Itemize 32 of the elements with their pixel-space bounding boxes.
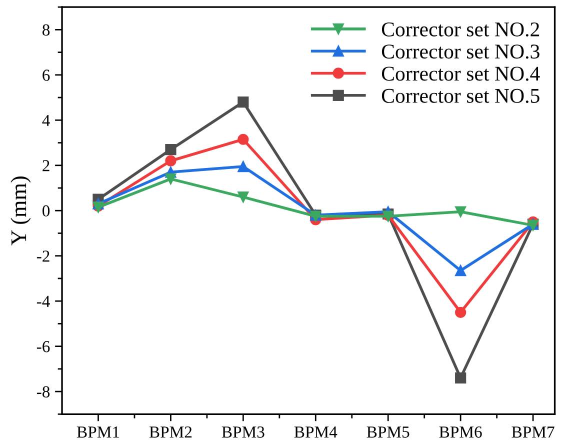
y-tick-label: -8: [36, 386, 50, 398]
x-tick-label: BPM2: [149, 426, 192, 438]
x-tick-label: BPM6: [439, 426, 482, 438]
legend-label: Corrector set NO.3: [382, 44, 540, 59]
point: [165, 155, 176, 166]
legend-label: Corrector set NO.2: [382, 22, 540, 37]
point: [455, 264, 466, 276]
y-tick-label: 0: [42, 205, 50, 217]
y-tick-label: 4: [42, 114, 50, 126]
y-tick-label: 8: [42, 24, 50, 36]
y-axis-title: Y (mm): [10, 176, 31, 246]
point: [238, 134, 249, 145]
y-tick-label: 2: [42, 160, 50, 172]
legend-label: Corrector set NO.4: [382, 66, 540, 81]
legend-label: Corrector set NO.5: [382, 88, 540, 103]
y-tick-label: -6: [36, 341, 50, 352]
point: [455, 206, 466, 218]
point: [455, 372, 466, 384]
point: [238, 160, 249, 172]
x-tick-label: BPM7: [512, 426, 554, 438]
y-tick-label: -2: [36, 250, 50, 262]
point: [238, 191, 249, 203]
point: [165, 173, 176, 185]
x-tick-label: BPM1: [76, 426, 120, 438]
x-tick-label: BPM4: [294, 426, 338, 438]
y-tick-label: -4: [36, 296, 50, 307]
x-tick-label: BPM5: [366, 426, 410, 438]
point: [165, 144, 176, 156]
x-tick-label: BPM3: [222, 426, 264, 438]
y-tick-label: 6: [42, 70, 50, 81]
point: [238, 96, 249, 108]
point: [455, 306, 466, 318]
